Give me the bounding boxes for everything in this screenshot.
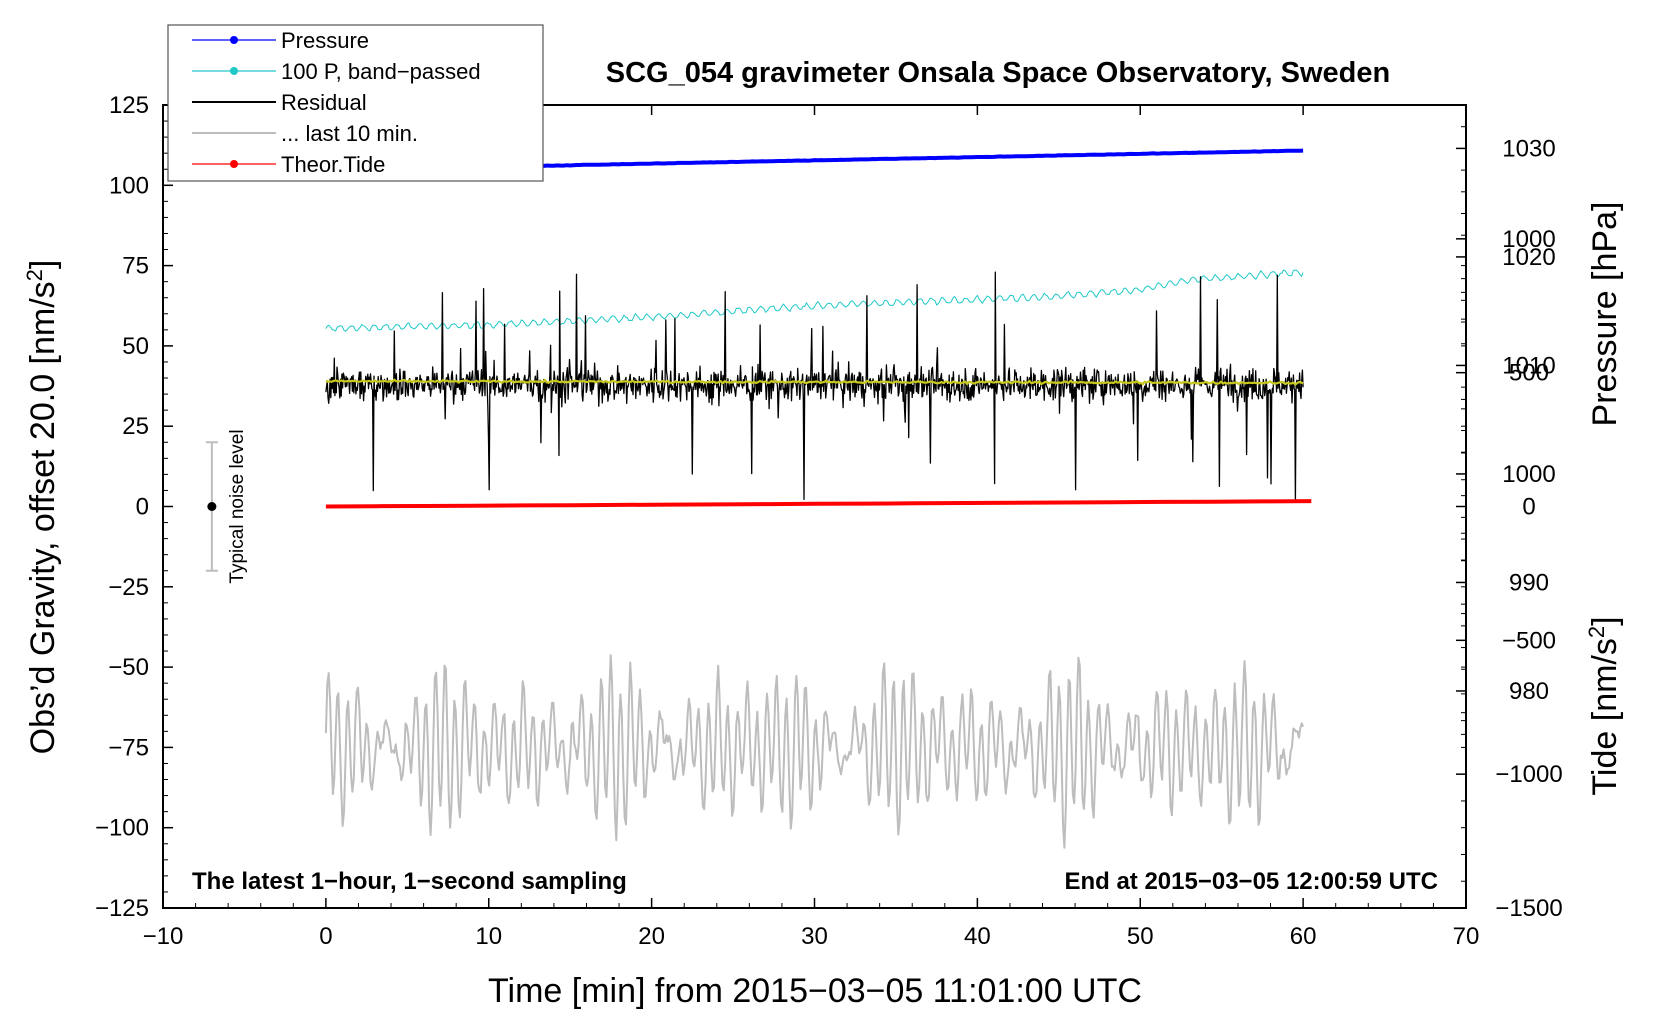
x-tick-label: 40 [964, 923, 991, 950]
y-left-tick-label: 100 [109, 172, 149, 199]
x-tick-label: 20 [638, 923, 665, 950]
legend-marker [230, 67, 238, 75]
y-axis-label-tide-end: ] [1586, 616, 1624, 625]
noise-bar-center-dot [207, 502, 217, 511]
y-left-tick-label: −100 [95, 815, 149, 842]
tide-tick-label: 500 [1509, 360, 1549, 387]
chart-title: SCG_054 gravimeter Onsala Space Observat… [606, 57, 1390, 89]
tide-tick-label: −1500 [1495, 895, 1562, 922]
pressure-tick-label: 980 [1509, 678, 1549, 705]
y-axis-label-tide: Tide [nm/s2] [1584, 616, 1625, 795]
legend-items: Pressure 100 P, band−passed Residual ... la… [192, 28, 481, 177]
pressure-tick-label: 1030 [1502, 135, 1555, 162]
y-left-tick-label: 125 [109, 92, 149, 119]
tide-tick-label: −500 [1502, 627, 1556, 654]
y-axis-label-left-end: ] [24, 260, 62, 269]
x-tick-label: 50 [1127, 923, 1154, 950]
x-tick-label: 30 [801, 923, 828, 950]
x-tick-label: 60 [1290, 923, 1317, 950]
series-residual [325, 271, 1304, 502]
y-left-tick-label: 0 [136, 494, 149, 521]
series-last-10-min [324, 654, 1305, 849]
legend-label: Theor.Tide [281, 152, 385, 177]
y-axis-label-left-sup: 2 [22, 269, 47, 281]
x-axis-label: Time [min] from 2015−03−05 11:01:00 UTC [488, 972, 1142, 1010]
pressure-tick-label: 1000 [1502, 461, 1555, 488]
y-axis-label-left: Obs’d Gravity, offset 20.0 [nm/s2] [22, 260, 63, 755]
y-left-tick-label: 25 [122, 413, 149, 440]
pressure-tick-label: 1010 [1502, 352, 1555, 379]
y-axis-label-pressure: Pressure [hPa] [1586, 202, 1624, 427]
legend-label: ... last 10 min. [281, 121, 418, 146]
x-tick-label: 70 [1453, 923, 1480, 950]
series-band-passed-pressure [325, 269, 1304, 332]
tide-tick-label: −1000 [1495, 761, 1562, 788]
pressure-tick-label: 990 [1509, 569, 1549, 596]
series-residual-mean [325, 378, 1304, 386]
note-end-time: End at 2015−03−05 12:00:59 UTC [1064, 868, 1438, 895]
y-axis-label-left-main: Obs’d Gravity, offset 20.0 [nm/s [24, 281, 62, 754]
x-tick-label: −10 [143, 923, 184, 950]
legend-marker [230, 160, 238, 168]
legend-label: Pressure [281, 28, 369, 53]
legend: Pressure 100 P, band−passed Residual ... la… [167, 24, 544, 182]
y-left-tick-label: −125 [95, 895, 149, 922]
y-left-tick-label: −75 [108, 734, 149, 761]
y-axis-label-tide-sup: 2 [1584, 626, 1609, 638]
pressure-tick-label: 1020 [1502, 244, 1555, 271]
series-layer [324, 148, 1312, 849]
note-sampling: The latest 1−hour, 1−second sampling [192, 868, 627, 895]
noise-level-label: Typical noise level [227, 429, 248, 583]
y-left-tick-label: 50 [122, 333, 149, 360]
y-left-tick-label: −25 [108, 574, 149, 601]
legend-marker [230, 36, 238, 44]
tide-tick-label: 1000 [1502, 226, 1555, 253]
legend-label: Residual [281, 90, 367, 115]
y-axis-label-tide-main: Tide [nm/s [1586, 638, 1624, 795]
series-theor-tide [325, 499, 1312, 509]
y-left-tick-label: 75 [122, 253, 149, 280]
legend-label: 100 P, band−passed [281, 59, 481, 84]
y-left-tick-label: −50 [108, 654, 149, 681]
x-tick-label: 10 [475, 923, 502, 950]
noise-indicator: Typical noise level [205, 429, 248, 584]
tide-tick-label: 0 [1522, 494, 1535, 521]
ticks-layer: −10 0 10 20 30 40 50 60 701251007550250−25−50−75… [95, 92, 1563, 950]
x-tick-label: 0 [319, 923, 332, 950]
